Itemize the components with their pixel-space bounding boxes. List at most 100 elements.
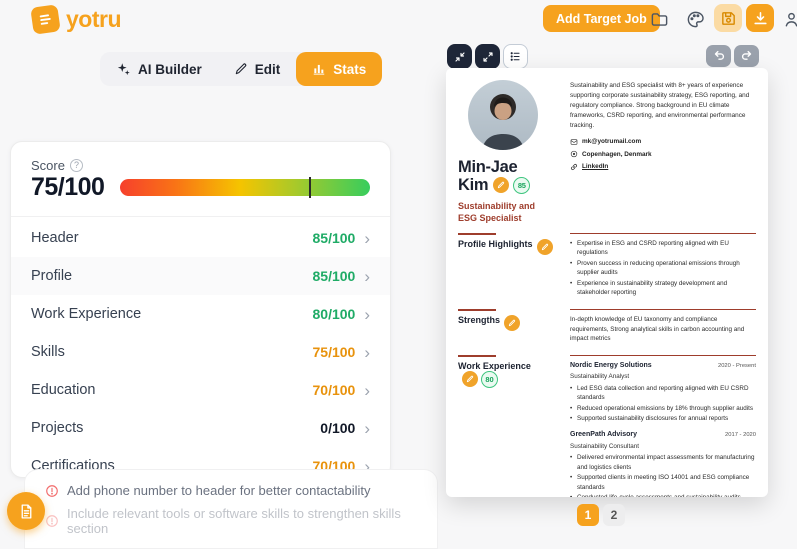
job-company: GreenPath Advisory — [570, 431, 638, 439]
divider — [11, 216, 390, 217]
section-profile-highlights-content: Expertise in ESG and CSRD reporting alig… — [570, 232, 756, 299]
expand-icon — [482, 51, 494, 63]
chevron-right-icon: › — [364, 456, 370, 476]
section-row-work-experience[interactable]: Work Experience 80/100 › — [11, 295, 390, 333]
header-score-badge: 85 — [513, 177, 531, 195]
section-score: 70/100 — [312, 382, 356, 398]
section-name: Work Experience — [31, 306, 142, 322]
job-company: Nordic Energy Solutions — [570, 361, 652, 369]
save-button[interactable] — [714, 4, 742, 32]
user-icon — [782, 10, 797, 29]
job-role: Sustainability Consultant — [570, 442, 639, 450]
suggestion-item[interactable]: Include relevant tools or software skill… — [45, 506, 421, 536]
suggestion-text: Include relevant tools or software skill… — [67, 506, 401, 536]
logo-document-icon — [30, 4, 61, 35]
tab-edit[interactable]: Edit — [218, 52, 297, 86]
resume-preview[interactable]: Min-Jae Kim 85 Sustainability and ESG Spe… — [446, 68, 768, 497]
section-name: Profile — [31, 268, 73, 284]
section-strengths-content: In-depth knowledge of EU taxonomy and co… — [570, 309, 756, 343]
palette-icon — [686, 10, 705, 29]
job-entry: Nordic Energy Solutions 2020 - Present Su… — [570, 361, 756, 424]
bullet: Reduced operational emissions by 18% thr… — [570, 404, 756, 414]
download-button[interactable] — [746, 4, 774, 32]
theme-button[interactable] — [682, 6, 708, 32]
edit-section-icon[interactable] — [504, 315, 521, 332]
bullet: Proven success in reducing operational e… — [570, 259, 756, 278]
suggestion-text: Add phone number to header for better co… — [67, 483, 371, 498]
linkedin-text: LinkedIn — [582, 163, 609, 171]
score-summary: Score ? 75/100 — [31, 158, 105, 202]
section-score: 75/100 — [312, 344, 356, 360]
resume-contacts: mk@yotrumail.com Copenhagen, Denmark Lin… — [570, 138, 756, 171]
job-dates: 2017 - 2020 — [725, 432, 756, 439]
account-button[interactable] — [778, 6, 797, 32]
chevron-right-icon: › — [364, 342, 370, 362]
section-score: 80/100 — [312, 306, 356, 322]
location-text: Copenhagen, Denmark — [582, 150, 652, 158]
section-row-header[interactable]: Header 85/100 › — [11, 219, 390, 257]
tab-edit-label: Edit — [254, 61, 281, 77]
collapse-button[interactable] — [447, 44, 472, 69]
score-gauge-bar — [120, 179, 370, 196]
resume-body: Profile Highlights Expertise in ESG and … — [458, 232, 756, 497]
section-name: Skills — [31, 344, 65, 360]
location-icon — [570, 150, 578, 158]
score-panel: Score ? 75/100 Header 85/100 › Profile 85… — [10, 141, 391, 478]
section-score: 85/100 — [312, 230, 356, 246]
section-row-skills[interactable]: Skills 75/100 › — [11, 333, 390, 371]
resume-fab-button[interactable] — [7, 492, 45, 530]
undo-button[interactable] — [706, 45, 731, 67]
bullet: Delivered environmental impact assessmen… — [570, 453, 756, 472]
chevron-right-icon: › — [364, 266, 370, 286]
edit-section-icon[interactable] — [462, 370, 478, 387]
resume-summary: Sustainability and ESG specialist with 8… — [570, 82, 750, 129]
contact-linkedin[interactable]: LinkedIn — [570, 163, 756, 171]
tab-stats[interactable]: Stats — [296, 52, 383, 86]
section-name: Header — [31, 230, 79, 246]
page-1-button[interactable]: 1 — [577, 504, 599, 526]
section-score: 85/100 — [312, 268, 356, 284]
add-target-job-button[interactable]: Add Target Job — [543, 5, 660, 32]
tab-ai-builder-label: AI Builder — [138, 61, 202, 77]
suggestion-item[interactable]: Add phone number to header for better co… — [45, 483, 421, 498]
profile-photo — [468, 80, 538, 150]
logo-text: yotru — [66, 6, 122, 32]
folder-button[interactable] — [646, 6, 672, 32]
section-work-experience-heading: Work Experience 80 — [458, 355, 558, 497]
link-icon — [570, 163, 578, 171]
edit-section-icon[interactable] — [536, 238, 553, 255]
chevron-right-icon: › — [364, 228, 370, 248]
folder-icon — [650, 10, 669, 29]
bullet: Supported sustainability disclosures for… — [570, 414, 756, 424]
contact-email: mk@yotrumail.com — [570, 138, 756, 146]
outline-button[interactable] — [503, 44, 528, 69]
mode-tabbar: AI Builder Edit Stats — [100, 52, 383, 86]
score-label: Score — [31, 158, 65, 173]
section-row-projects[interactable]: Projects 0/100 › — [11, 409, 390, 447]
download-icon — [752, 10, 769, 27]
app-logo[interactable]: yotru — [30, 4, 122, 35]
section-name: Projects — [31, 420, 84, 436]
redo-button[interactable] — [734, 45, 759, 67]
section-row-education[interactable]: Education 70/100 › — [11, 371, 390, 409]
pagination: 1 2 — [577, 504, 625, 526]
tab-ai-builder[interactable]: AI Builder — [100, 52, 218, 86]
bullet: Led ESG data collection and reporting al… — [570, 384, 756, 403]
job-dates: 2020 - Present — [717, 362, 756, 369]
bullet: Supported clients in meeting ISO 14001 a… — [570, 473, 756, 492]
edit-header-icon[interactable] — [493, 177, 510, 194]
page-2-button[interactable]: 2 — [603, 504, 625, 526]
section-name: Education — [31, 382, 96, 398]
section-row-profile[interactable]: Profile 85/100 › — [11, 257, 390, 295]
section-work-experience-content: Nordic Energy Solutions 2020 - Present Su… — [570, 354, 756, 497]
section-profile-highlights-heading: Profile Highlights — [458, 233, 558, 299]
section-strengths-heading: Strengths — [458, 309, 558, 343]
expand-button[interactable] — [475, 44, 500, 69]
resume-title: Sustainability and ESG Specialist — [458, 201, 536, 223]
help-icon[interactable]: ? — [69, 159, 83, 172]
gauge-marker — [308, 177, 312, 198]
mail-icon — [570, 138, 578, 146]
chevron-right-icon: › — [364, 418, 370, 438]
section-score: 0/100 — [320, 420, 356, 436]
contact-location: Copenhagen, Denmark — [570, 150, 756, 158]
